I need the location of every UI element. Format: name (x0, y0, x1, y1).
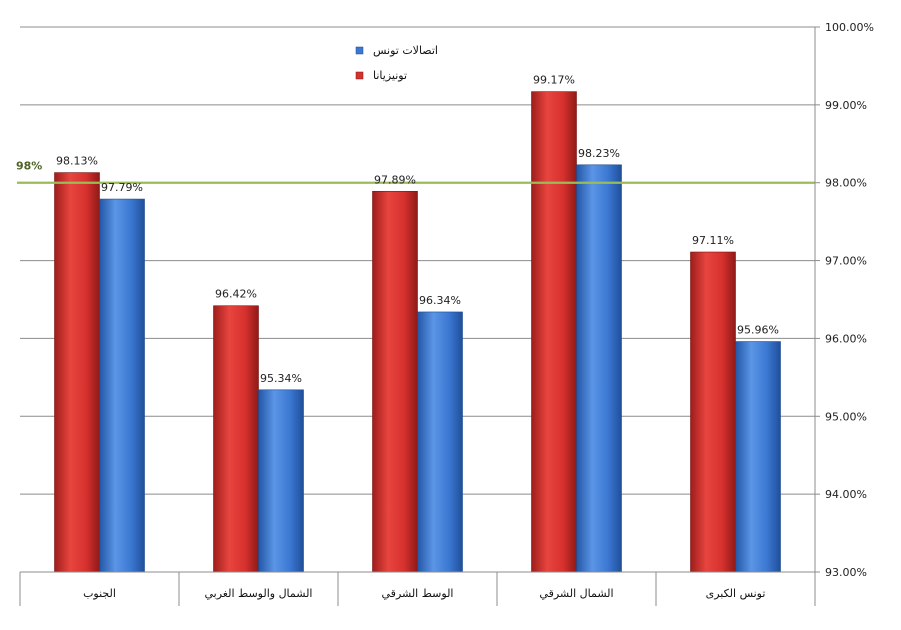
y-tick-label: 99.00% (825, 99, 867, 112)
bar-tunisiana (531, 91, 577, 573)
bar-tunisiana (54, 172, 100, 573)
data-label: 97.11% (692, 234, 734, 247)
category-label: الجنوب (83, 587, 116, 600)
data-label: 98.13% (56, 155, 98, 168)
category-label: الوسط الشرقي (382, 587, 454, 600)
legend-swatch (355, 71, 364, 80)
bar-tunisie-telecom (576, 164, 622, 573)
legend-label: تونيزيانا (373, 69, 407, 82)
bar-tunisie-telecom (258, 389, 304, 573)
y-tick-label: 97.00% (825, 255, 867, 268)
y-tick-label: 95.00% (825, 410, 867, 423)
category-label: الشمال والوسط الغربي (205, 587, 313, 600)
y-tick-label: 94.00% (825, 488, 867, 501)
legend-swatch (355, 46, 364, 55)
bars (54, 91, 781, 573)
legend-label: اتصالات تونس (373, 44, 438, 57)
bar-tunisie-telecom (99, 198, 145, 573)
data-label: 95.96% (737, 324, 779, 337)
category-label: تونس الكبرى (706, 587, 766, 600)
data-label: 99.17% (533, 74, 575, 87)
data-label: 96.42% (215, 288, 257, 301)
data-label: 97.79% (101, 181, 143, 194)
bar-tunisie-telecom (417, 311, 463, 573)
data-label: 98.23% (578, 147, 620, 160)
bar-tunisiana (690, 251, 736, 573)
y-tick-label: 96.00% (825, 332, 867, 345)
labels: 98.13%97.79% الجنوب 96.42% 95.34% الشمال وال… (56, 74, 779, 600)
data-label: 96.34% (419, 294, 461, 307)
y-tick-label: 98.00% (825, 177, 867, 190)
y-tick-label: 100.00% (825, 21, 874, 34)
data-label: 95.34% (260, 372, 302, 385)
category-label: الشمال الشرقي (539, 587, 613, 600)
axes: 100.00% 99.00% 98.00% 97.00% 96.00% 95.00% 94.… (19, 21, 874, 606)
bar-tunisie-telecom (735, 341, 781, 573)
data-label: 97.89% (374, 173, 416, 186)
bar-tunisiana (372, 190, 418, 573)
reference-line-label: 98% (16, 160, 42, 173)
legend: اتصالات تونس تونيزيانا (355, 44, 438, 82)
y-tick-label: 93.00% (825, 566, 867, 579)
reference-line-group: 98% (16, 160, 815, 184)
bar-tunisiana (213, 305, 259, 573)
